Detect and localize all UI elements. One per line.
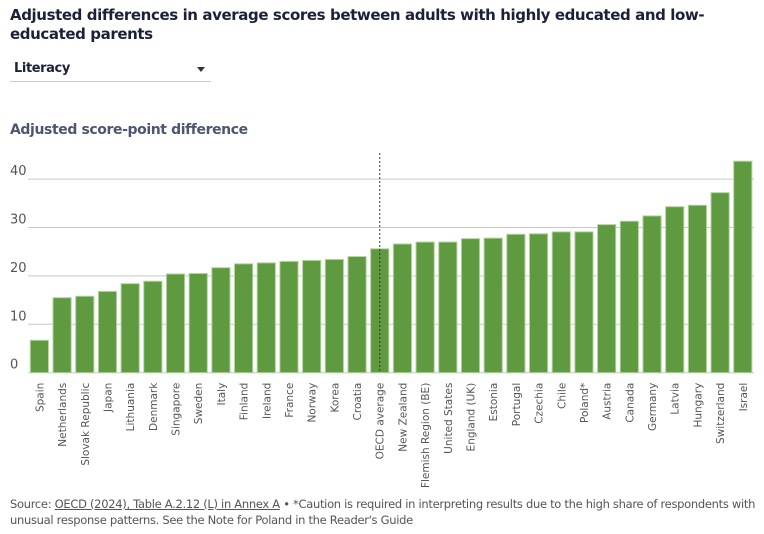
x-tick-label: Norway [307, 383, 319, 423]
bar[interactable] [234, 263, 254, 374]
y-tick-label: 10 [10, 309, 27, 324]
x-tick-label: Denmark [148, 382, 160, 431]
y-tick-label: 20 [10, 261, 27, 276]
bar[interactable] [460, 238, 481, 374]
x-tick-label: Croatia [352, 383, 364, 421]
bar[interactable] [324, 258, 344, 374]
x-tick-label: United States [443, 383, 455, 454]
x-tick-label: Netherlands [57, 383, 69, 447]
x-tick-label: Switzerland [715, 383, 727, 444]
bar[interactable] [188, 272, 208, 374]
caret-down-icon [197, 67, 205, 72]
bar[interactable] [619, 220, 639, 374]
y-tick-label: 0 [10, 358, 18, 373]
bar[interactable] [302, 259, 322, 374]
chart-title: Adjusted differences in average scores b… [10, 6, 705, 43]
bar[interactable] [733, 160, 753, 374]
x-tick-label: England (UK) [466, 383, 478, 452]
bar-chart: 0 10 20 30 40 Spain Netherlands Slovak Republi… [10, 153, 754, 488]
x-tick-label: Chile [556, 383, 568, 409]
x-tick-label: Sweden [193, 383, 205, 425]
bar[interactable] [29, 339, 49, 374]
x-tick-label: Lithuania [125, 383, 137, 432]
x-tick-label: Canada [624, 383, 636, 423]
bar[interactable] [483, 237, 503, 374]
x-tick-label: Austria [602, 383, 614, 420]
bar[interactable] [279, 260, 299, 374]
x-tick-label: Finland [239, 383, 251, 421]
x-tick-label: New Zealand [397, 383, 409, 452]
x-tick-label: Flemish Region (BE) [420, 383, 432, 488]
bars [29, 160, 753, 374]
source-prefix: Source: [10, 497, 55, 511]
bar[interactable] [392, 243, 413, 374]
bar[interactable] [551, 231, 571, 374]
x-tick-label: Hungary [692, 383, 704, 428]
bar[interactable] [211, 267, 231, 374]
caution-note: • *Caution is required in interpreting r… [10, 497, 756, 527]
dropdown-selected-value: Literacy [14, 61, 70, 76]
x-tick-label: Korea [329, 383, 341, 413]
bar[interactable] [120, 283, 140, 374]
bar[interactable] [165, 273, 186, 374]
bar[interactable] [597, 224, 617, 374]
bar[interactable] [52, 297, 72, 374]
x-tick-label: France [284, 383, 296, 418]
x-tick-label: Ireland [261, 383, 273, 419]
x-tick-label: Portugal [511, 383, 523, 427]
bar[interactable] [665, 206, 685, 374]
x-tick-label: Israel [738, 383, 750, 412]
x-tick-label: Latvia [670, 383, 682, 415]
bar[interactable] [415, 241, 435, 374]
x-tick-label: Czechia [534, 383, 546, 424]
bar[interactable] [642, 215, 662, 374]
x-tick-label: Italy [216, 383, 228, 406]
bar[interactable] [574, 231, 594, 374]
bar[interactable] [528, 233, 549, 374]
y-tick-label: 30 [10, 213, 27, 228]
x-tick-label: OECD average [375, 383, 387, 460]
bar[interactable] [506, 233, 526, 374]
x-tick-label: Estonia [488, 383, 500, 422]
x-tick-label: Spain [34, 383, 46, 412]
bar[interactable] [97, 290, 118, 374]
bar[interactable] [75, 295, 95, 374]
x-tick-label: Japan [102, 383, 114, 413]
x-tick-label: Germany [647, 383, 659, 431]
bar[interactable] [143, 280, 163, 374]
bar[interactable] [438, 241, 458, 374]
bar[interactable] [710, 192, 730, 374]
source-note: Source: OECD (2024), Table A.2.12 (L) in… [10, 496, 760, 528]
indicator-dropdown[interactable]: Literacy [10, 58, 211, 82]
x-tick-label: Singapore [171, 383, 183, 436]
source-link[interactable]: OECD (2024), Table A.2.12 (L) in Annex A [54, 497, 281, 511]
bar[interactable] [256, 262, 276, 374]
y-tick-label: 40 [10, 164, 27, 179]
bar[interactable] [687, 204, 708, 374]
x-tick-label: Poland* [579, 383, 591, 423]
x-tick-label: Slovak Republic [80, 382, 92, 465]
y-axis-title: Adjusted score-point difference [10, 122, 248, 138]
y-tick-labels: 0 10 20 30 40 [10, 164, 27, 373]
bar[interactable] [347, 256, 367, 374]
x-tick-labels: Spain Netherlands Slovak Republic Japan Lith… [34, 382, 749, 488]
